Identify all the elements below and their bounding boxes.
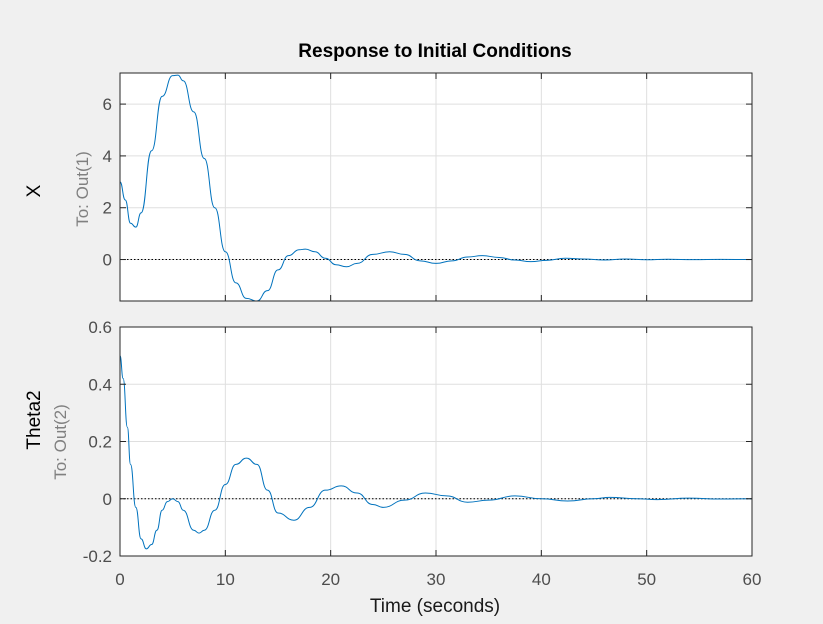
x-tick-label: 30	[427, 570, 446, 589]
y-tick-label: 0	[103, 251, 112, 270]
y-tick-label: 2	[103, 199, 112, 218]
y-ticks-theta2: -0.2 0 0.2 0.4 0.6	[83, 318, 753, 566]
x-axis-label: Time (seconds)	[370, 596, 500, 617]
x-tick-label: 60	[743, 570, 762, 589]
chart-title: Response to Initial Conditions	[298, 41, 571, 62]
x-tick-label: 50	[637, 570, 656, 589]
y-tick-label: 6	[103, 95, 112, 114]
y-label-x: X	[24, 184, 45, 197]
y-tick-label: 0.2	[88, 433, 112, 452]
y-sublabel-x: To: Out(1)	[73, 151, 92, 227]
x-tick-label: 20	[321, 570, 340, 589]
y-tick-label: 0	[103, 490, 112, 509]
y-sublabel-theta2: To: Out(2)	[51, 404, 70, 480]
y-tick-label: -0.2	[83, 547, 112, 566]
x-tick-label: 0	[115, 570, 124, 589]
y-tick-label: 0.4	[88, 375, 112, 394]
axes-theta2: -0.2 0 0.2 0.4 0.6 Theta2 To: Out(2)	[24, 318, 753, 566]
series-line-theta2	[119, 355, 753, 550]
x-tick-label: 40	[532, 570, 551, 589]
y-tick-label: 0.6	[88, 318, 112, 337]
series-line-x	[119, 74, 753, 302]
y-tick-label: 4	[103, 147, 112, 166]
axes-x: 0 2 4 6 X To: Out(1)	[24, 72, 753, 302]
y-ticks-x: 0 2 4 6	[103, 73, 753, 301]
y-label-theta2: Theta2	[24, 390, 45, 449]
x-tick-label: 10	[216, 570, 235, 589]
x-ticks: 0 10 20 30 40 50 60	[115, 570, 761, 589]
